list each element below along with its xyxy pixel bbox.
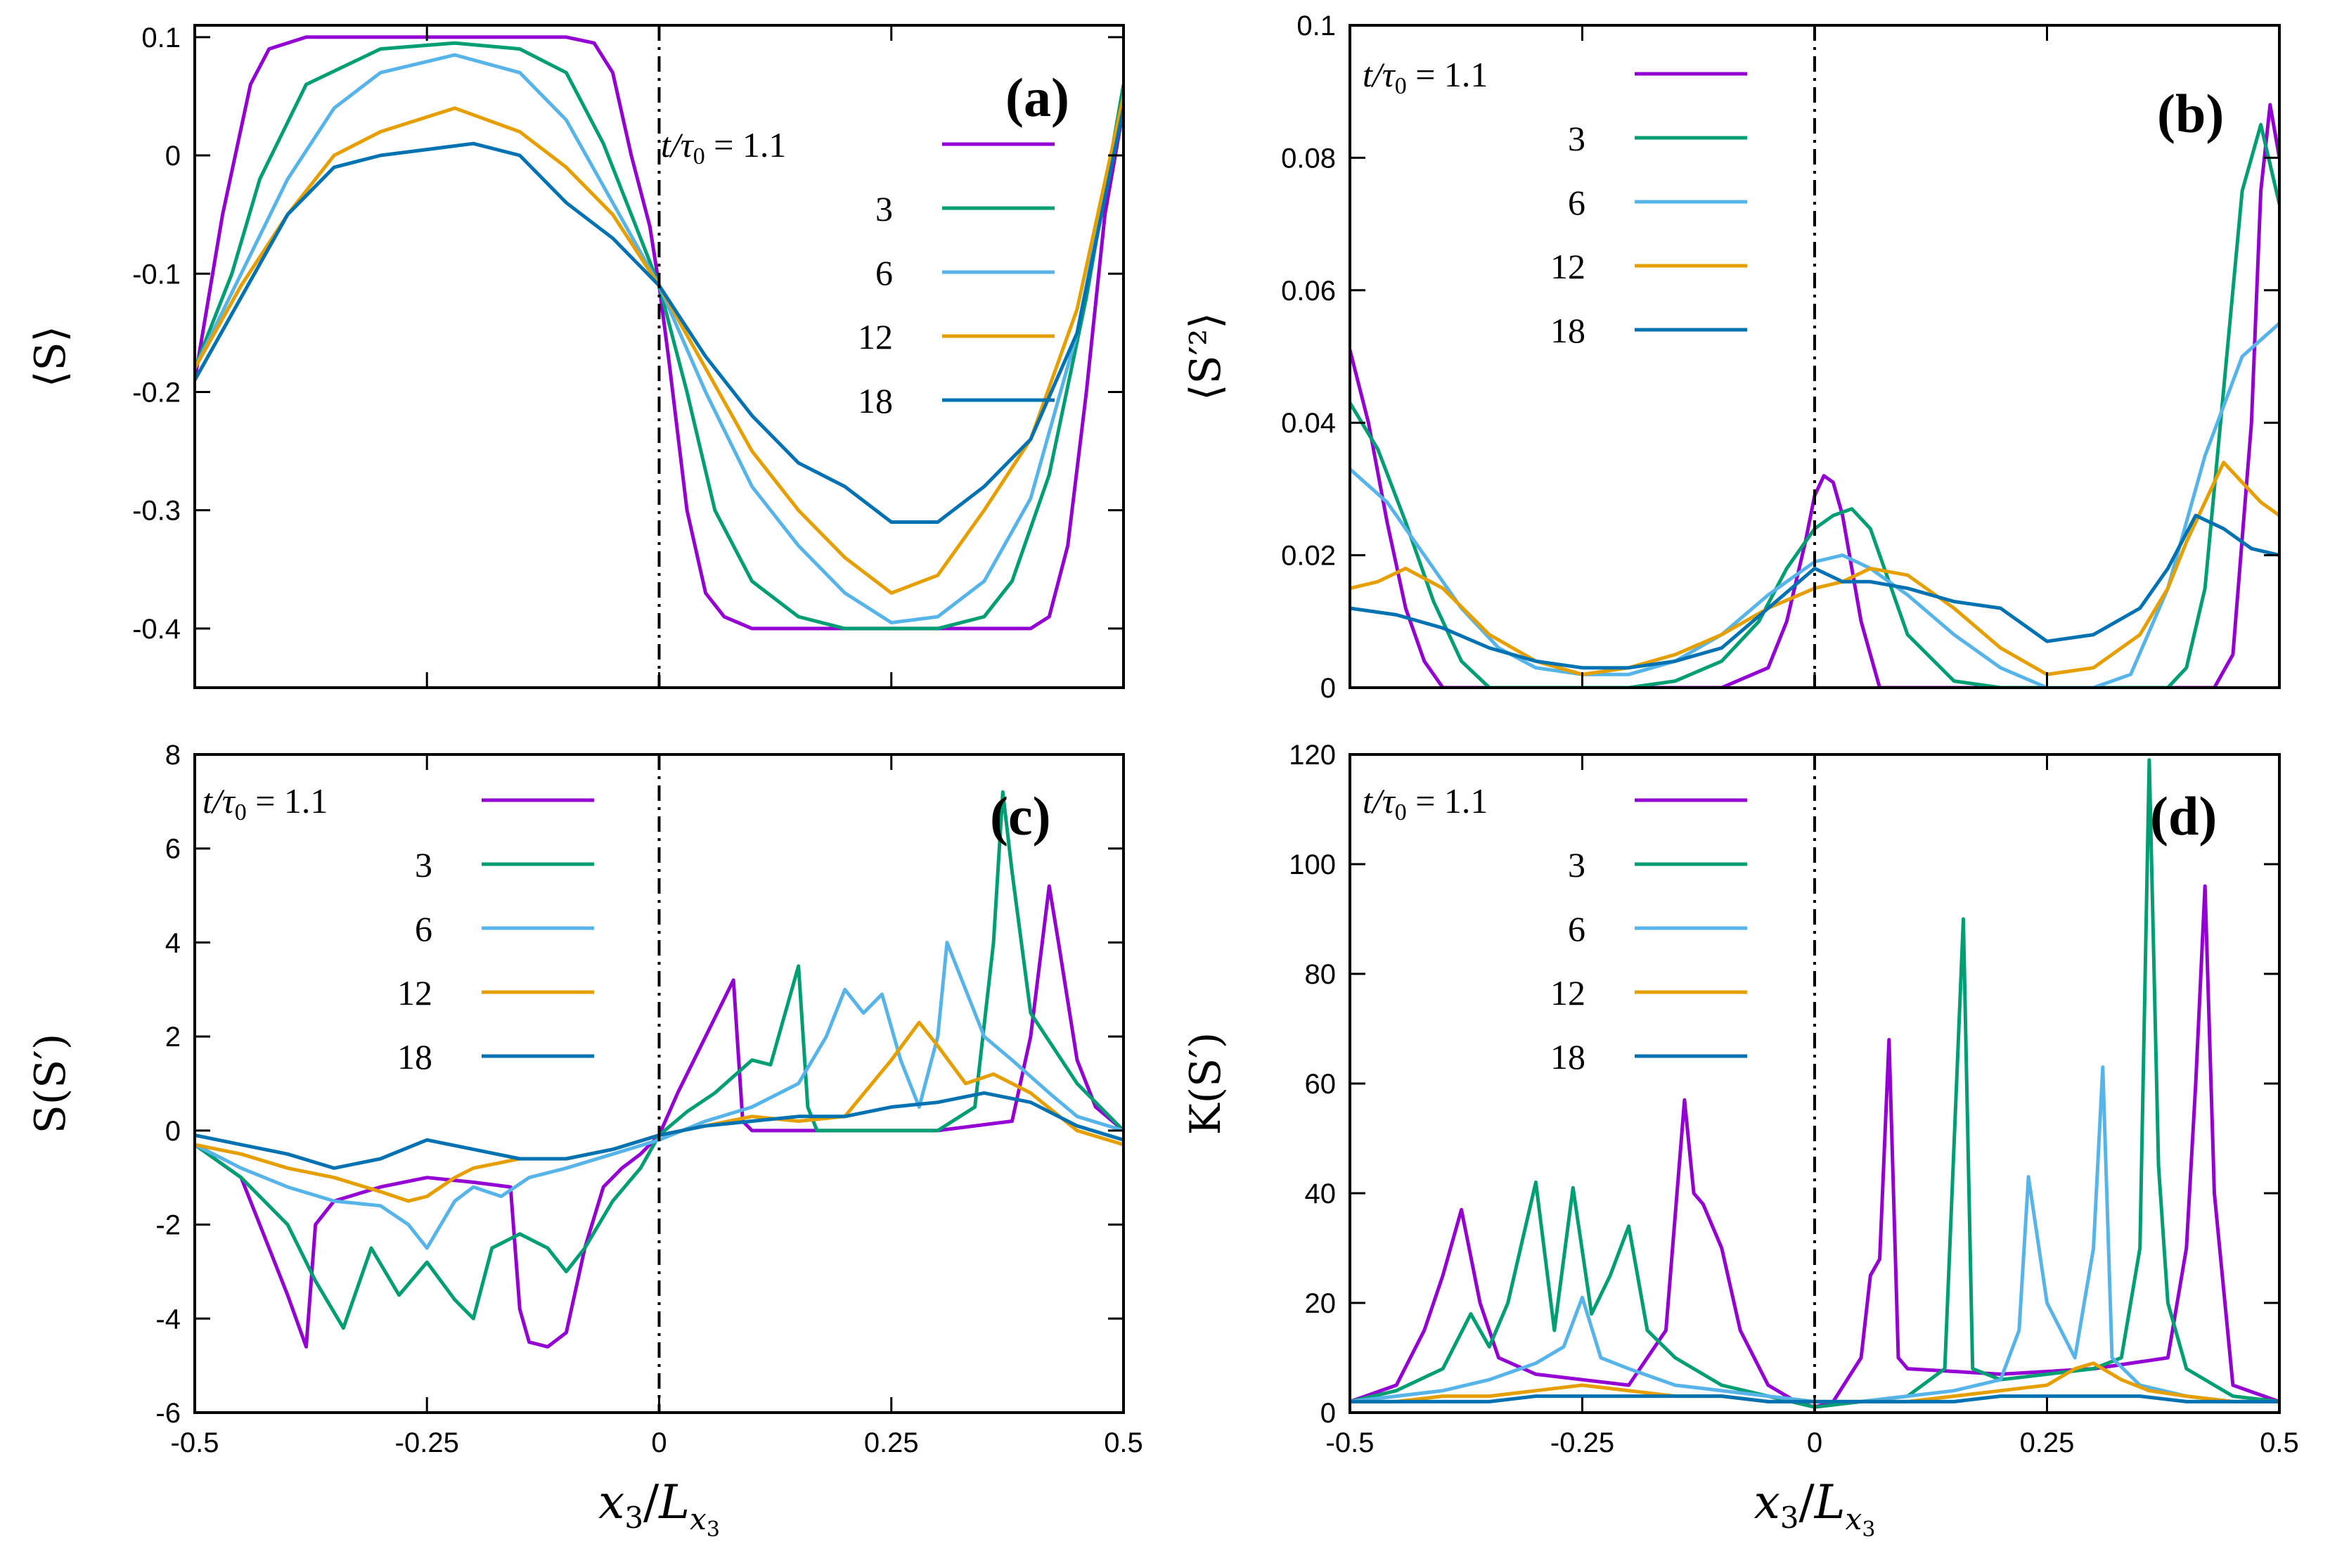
legend-label: 12 [1550,973,1585,1013]
y-tick-label: 0 [165,141,181,172]
y-tick-label: -2 [155,1210,181,1241]
y-tick-label: 40 [1305,1178,1337,1209]
legend-label: 6 [1568,183,1585,222]
series-line-1.1 [195,884,1124,1349]
series-line-18 [1350,513,2279,670]
legend: t/τ0 = 1.1 3 6 12 18 [661,125,1055,420]
panel-d: -0.5 -0.25 0 0.25 0.5 120 100 80 60 40 20 0 K(S′) (d)… [1181,740,2299,1542]
series-line-12 [195,96,1124,595]
y-tick-label: 60 [1305,1069,1337,1100]
y-tick-label: 8 [165,740,181,771]
x-tick-label: -0.5 [171,1427,219,1458]
legend-title: t/τ0 = 1.1 [1363,55,1488,99]
y-axis-label: S(S′) [26,1034,75,1134]
panel-c: -0.5 -0.25 0 0.25 0.5 8 6 4 2 0 -2 -4 -6 S(S′) (c) t/τ0… [26,740,1143,1542]
legend-title: t/τ0 = 1.1 [1363,781,1488,825]
y-tick-label: 0.04 [1281,408,1336,439]
legend-label: 18 [1550,311,1585,350]
x-axis-label: x3/Lx3 [598,1475,720,1542]
y-tick-label: 4 [165,927,181,958]
y-tick-label: 20 [1305,1288,1337,1319]
y-tick-label: 0.02 [1281,541,1336,572]
y-tick-label: -4 [155,1304,181,1335]
panel-label: (b) [2157,83,2224,144]
panel-label: (d) [2150,785,2217,847]
x-tick-label: 0 [1807,1427,1822,1458]
legend-label: 18 [1550,1037,1585,1077]
legend-label: 18 [397,1037,432,1077]
x-tick-label: 0 [651,1427,667,1458]
x-tick-label: 0.5 [1104,1427,1143,1458]
series-line-12 [195,1020,1124,1203]
panel-a: 0.1 0 -0.1 -0.2 -0.3 -0.4 ⟨S⟩ (a) t/τ0 = 1.1 3 6 12… [26,23,1125,689]
x-tick-label: 0.25 [2020,1427,2075,1458]
series-line-3 [195,41,1124,631]
legend-label: 12 [1550,247,1585,286]
legend-label: 6 [875,253,893,293]
y-tick-label: 2 [165,1022,181,1053]
panel-label: (c) [990,785,1051,847]
legend-label: 12 [858,317,893,356]
legend-label: 3 [415,845,432,885]
y-tick-label: 0 [1320,1398,1336,1429]
series-line-1.1 [1350,103,2279,688]
y-tick-label: 100 [1289,849,1336,880]
y-tick-label: 0.08 [1281,143,1336,174]
y-tick-label: 0 [1320,673,1336,704]
legend-title: t/τ0 = 1.1 [202,781,328,825]
legend: t/τ0 = 1.1 3 6 12 18 [1363,781,1747,1077]
x-tick-label: -0.25 [1550,1427,1614,1458]
panel-label: (a) [1005,67,1069,128]
series-line-3 [1350,122,2279,688]
legend-label: 3 [1568,845,1585,885]
y-tick-label: 0.1 [1296,11,1336,41]
series-line-6 [195,53,1124,624]
y-tick-label: -0.3 [132,496,181,527]
x-tick-label: -0.25 [395,1427,459,1458]
legend-label: 3 [875,189,893,229]
y-tick-label: -0.1 [132,259,181,290]
series-line-1.1 [195,35,1124,631]
x-tick-label: 0.5 [2260,1427,2299,1458]
x-tick-label: -0.5 [1326,1427,1375,1458]
y-tick-label: 0.1 [141,23,181,53]
legend-title: t/τ0 = 1.1 [661,125,786,169]
y-tick-label: -0.4 [132,614,181,645]
y-tick-label: 80 [1305,959,1337,990]
y-axis-label: ⟨S′²⟩ [1181,312,1230,401]
legend-label: 6 [415,909,432,949]
legend: t/τ0 = 1.1 3 6 12 18 [202,781,594,1077]
y-tick-label: -6 [155,1398,181,1429]
legend-label: 18 [858,381,893,420]
series-line-6 [1350,1065,2279,1403]
y-axis-label: ⟨S⟩ [26,326,75,387]
legend: t/τ0 = 1.1 3 6 12 18 [1363,55,1747,350]
series-line-6 [1350,322,2279,688]
y-tick-label: 120 [1289,740,1336,771]
y-tick-label: 0 [165,1116,181,1147]
series-line-3 [195,790,1124,1330]
panel-b: 0.1 0.08 0.06 0.04 0.02 0 ⟨S′²⟩ (b) t/τ0 = 1.1 3 6… [1181,11,2281,704]
legend-label: 6 [1568,909,1585,949]
x-axis-label: x3/Lx3 [1754,1475,1876,1542]
series-line-6 [195,940,1124,1250]
y-tick-label: -0.2 [132,377,181,408]
y-tick-label: 6 [165,834,181,865]
y-tick-label: 0.06 [1281,276,1336,307]
legend-label: 12 [397,973,432,1013]
x-tick-label: 0.25 [864,1427,919,1458]
y-axis-label: K(S′) [1181,1032,1230,1135]
legend-label: 3 [1568,119,1585,158]
